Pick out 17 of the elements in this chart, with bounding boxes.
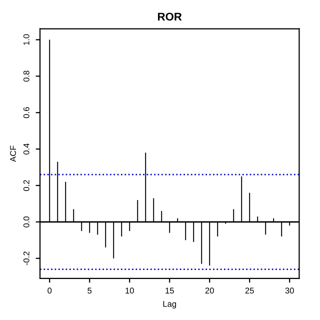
- x-tick-label: 5: [88, 288, 92, 294]
- y-tick-label: 0.8: [23, 70, 30, 82]
- y-tick-label: 0.2: [23, 180, 30, 191]
- y-tick-label: -0.2: [23, 252, 30, 266]
- x-tick-label: 0: [48, 288, 52, 294]
- x-axis-title: Lag: [163, 301, 176, 309]
- y-tick-label: 0.6: [23, 107, 30, 118]
- x-tick-label: 30: [285, 288, 294, 294]
- x-tick-label: 10: [126, 288, 134, 294]
- x-tick-label: 25: [245, 288, 254, 294]
- chart-title: ROR: [158, 12, 182, 21]
- y-tick-label: 1.0: [23, 34, 30, 45]
- y-tick-label: 0.4: [23, 143, 30, 155]
- x-tick-label: 20: [205, 288, 214, 294]
- y-tick-label: 0.0: [23, 216, 30, 228]
- y-axis-title: ACF: [10, 146, 16, 162]
- x-tick-label: 15: [166, 288, 174, 294]
